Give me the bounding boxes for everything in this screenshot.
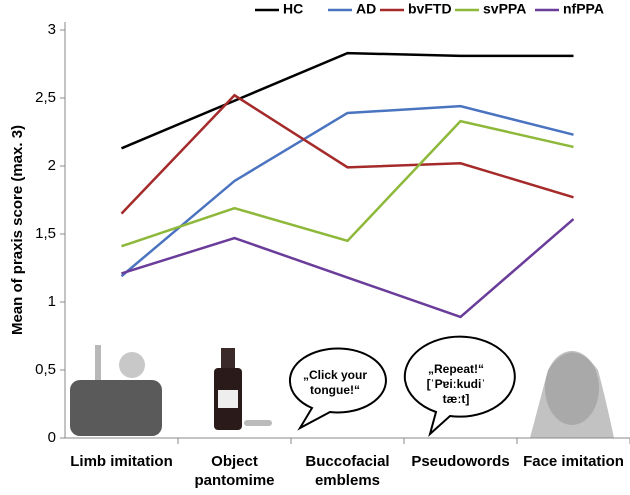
x-tick-label: Buccofacial emblems bbox=[305, 453, 390, 489]
y-tick-label: 1 bbox=[48, 293, 56, 310]
head bbox=[119, 352, 145, 378]
legend-label: bvFTD bbox=[408, 1, 452, 17]
y-tick-label: 3 bbox=[48, 21, 56, 38]
hair bbox=[530, 352, 614, 438]
y-axis-label: Mean of praxis score (max. 3) bbox=[9, 125, 26, 335]
legend-label: AD bbox=[356, 1, 376, 17]
y-tick-label: 2 bbox=[48, 157, 56, 174]
torso bbox=[70, 380, 162, 436]
y-tick-label: 0 bbox=[48, 429, 56, 446]
line bbox=[121, 119, 574, 248]
y-tick-label: 1,5 bbox=[35, 225, 56, 242]
corkscrew bbox=[244, 420, 272, 426]
line bbox=[121, 51, 574, 150]
illustrations bbox=[70, 335, 614, 438]
x-tick-label: Object pantomime bbox=[194, 453, 275, 489]
line bbox=[120, 93, 574, 215]
y-tick-label: 2,5 bbox=[35, 89, 56, 106]
speech-bubble bbox=[288, 347, 387, 431]
x-tick-label: Limb imitation bbox=[70, 453, 173, 470]
line bbox=[120, 104, 574, 278]
legend-label: svPPA bbox=[483, 1, 526, 17]
annotation: „Repeat!“ [ˈPɐiːkudiˈ tæːt] bbox=[426, 362, 486, 406]
raised-arm bbox=[95, 345, 101, 385]
annotation: „Click your tongue!“ bbox=[302, 368, 368, 397]
legend-label: HC bbox=[283, 1, 303, 17]
line bbox=[121, 218, 575, 319]
x-tick-label: Face imitation bbox=[523, 453, 624, 470]
y-tick-label: 0,5 bbox=[35, 361, 56, 378]
speech-bubble bbox=[403, 335, 516, 438]
bottle-neck bbox=[221, 348, 235, 370]
bottle-label bbox=[218, 390, 238, 408]
x-tick-label: Pseudowords bbox=[411, 453, 510, 470]
legend-label: nfPPA bbox=[563, 1, 604, 17]
